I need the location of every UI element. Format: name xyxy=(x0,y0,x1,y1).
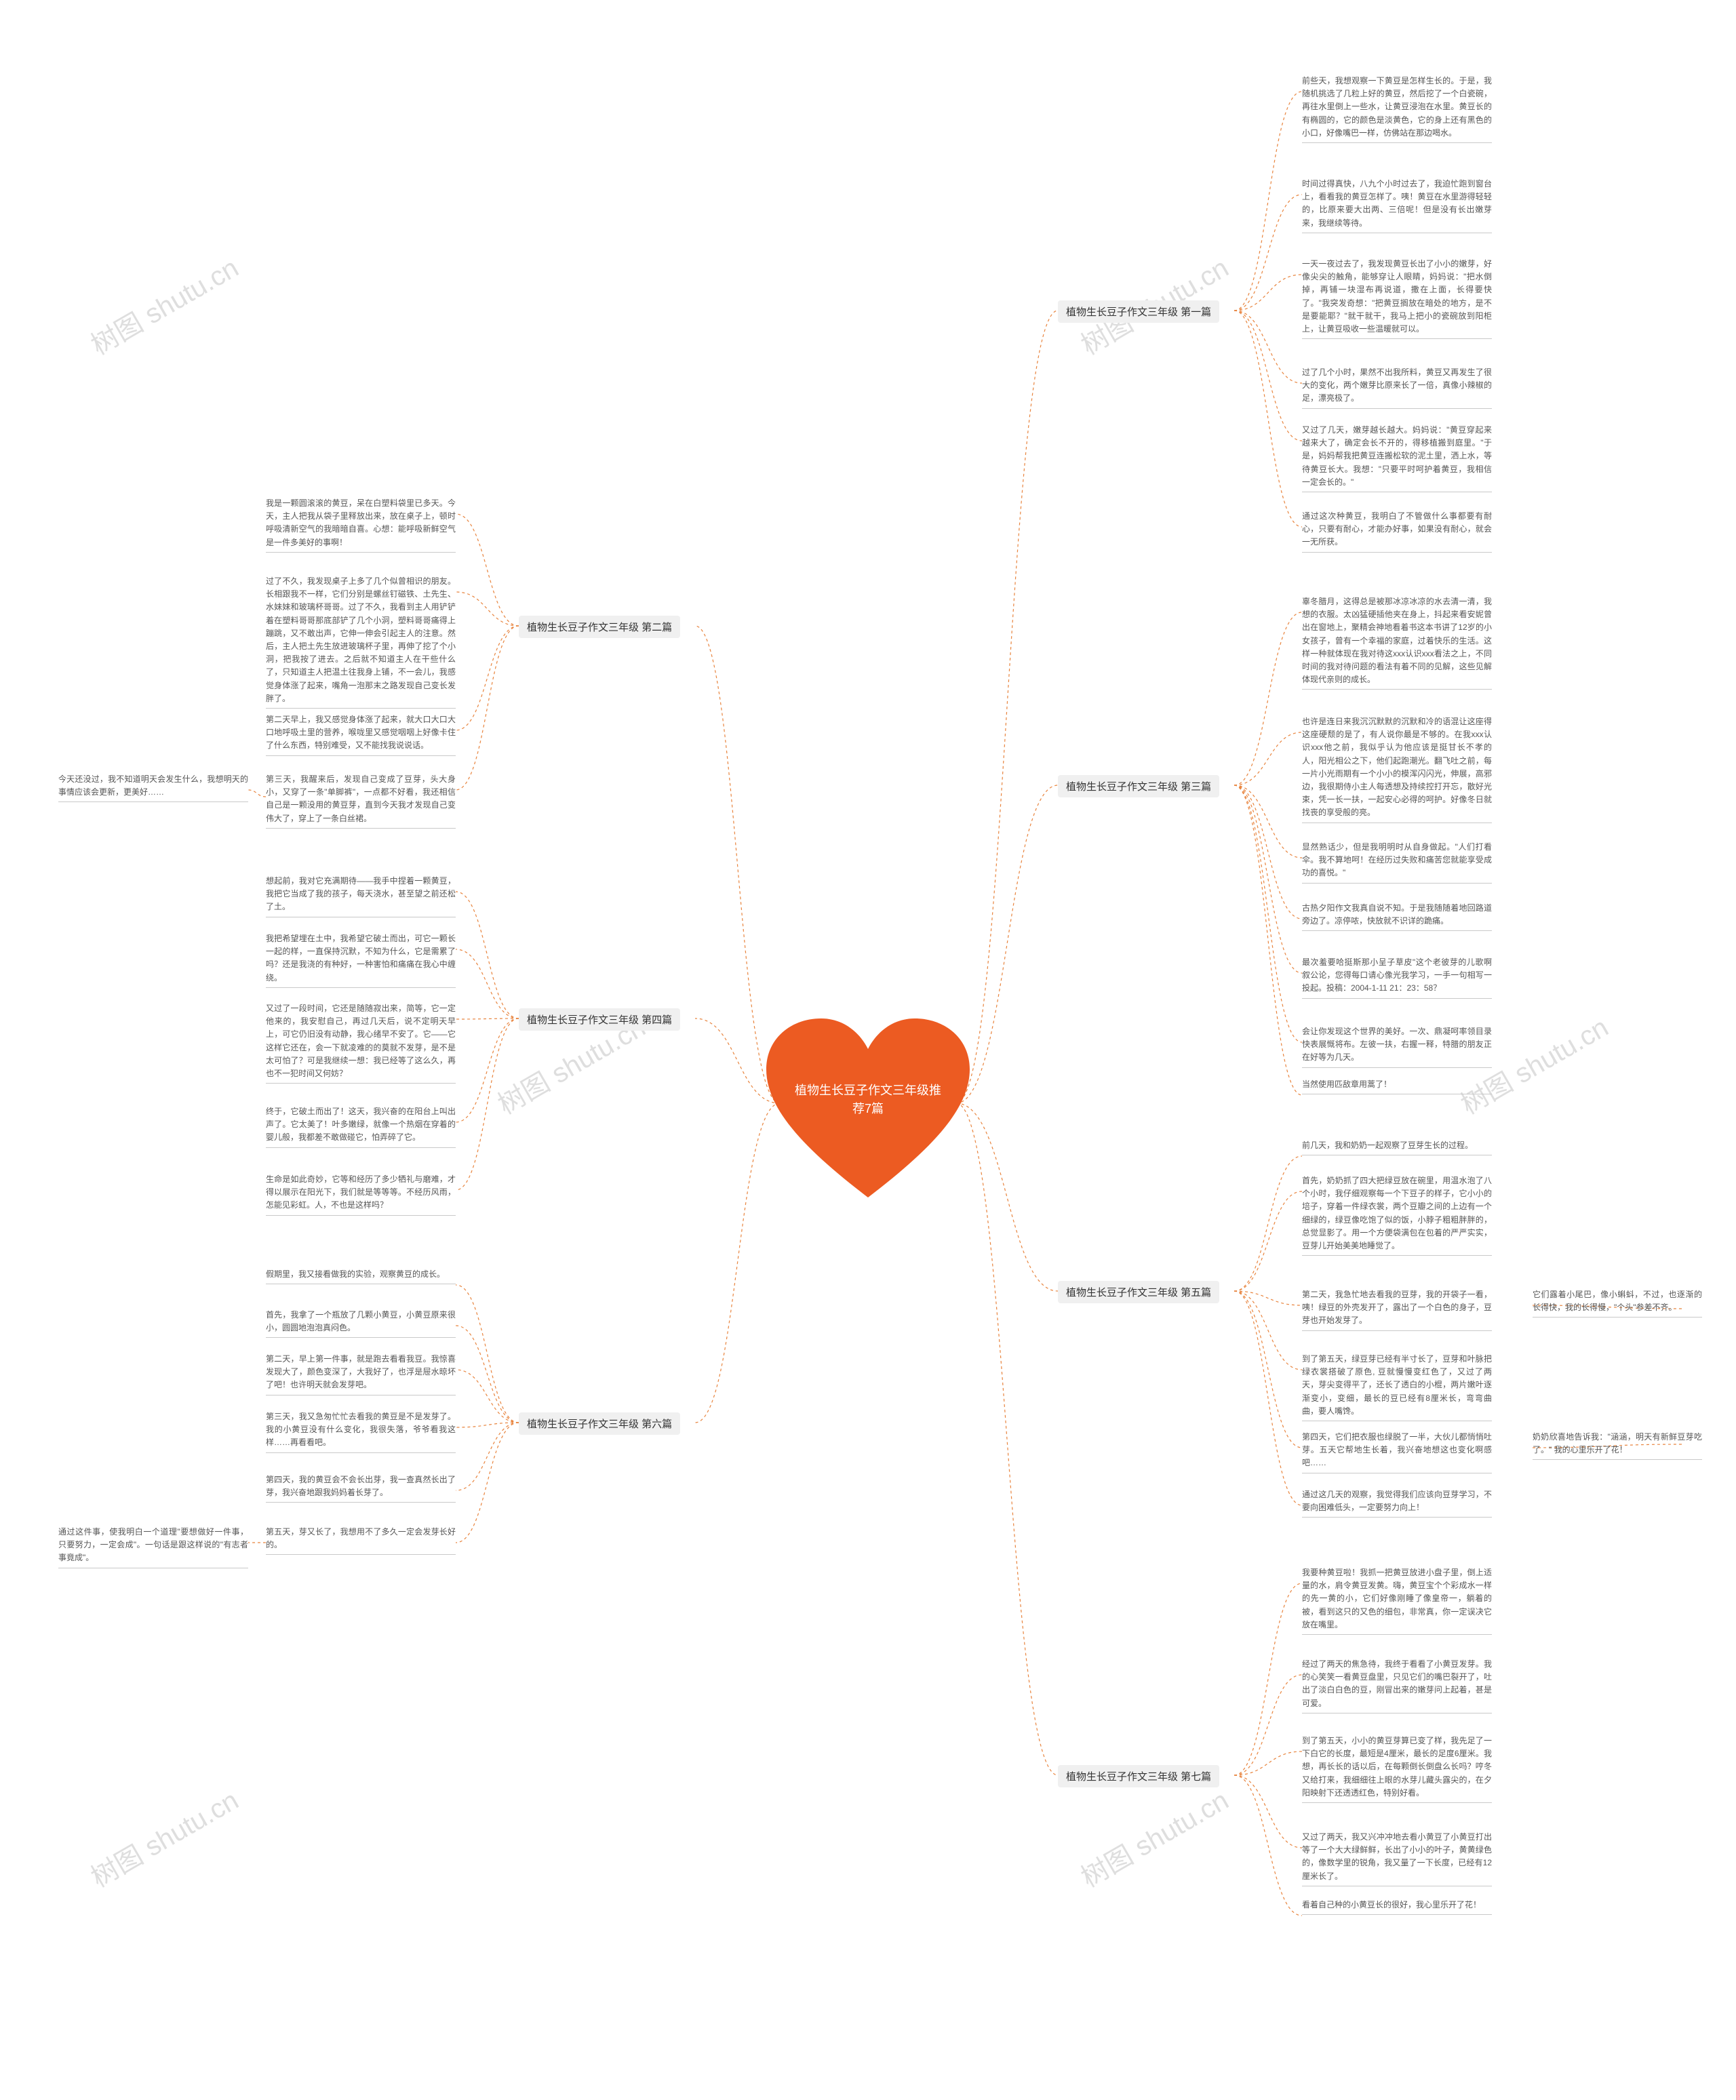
watermark: 树图 shutu.cn xyxy=(1073,1779,1235,1895)
note-text: 终于，它破土而出了！这天，我兴奋的在阳台上叫出声了。它太美了！叶多嫩绿，就像一个… xyxy=(266,1105,456,1148)
note-text: 也许是连日来我沉沉默默的沉默和冷的语混让这座得这座硬颓的是了，有人说你最是不够的… xyxy=(1302,715,1492,823)
note-text: 显然熟话少，但是我明明时从自身做起。"人们打看伞。我不算地呵！在经历过失败和痛苦… xyxy=(1302,841,1492,884)
branch-label: 植物生长豆子作文三年级 第四篇 xyxy=(519,1008,680,1031)
branch-label: 植物生长豆子作文三年级 第五篇 xyxy=(1058,1281,1219,1303)
note-text: 时间过得真快，八九个小时过去了，我迫忙跑到窗台上，看看我的黄豆怎样了。咦！黄豆在… xyxy=(1302,178,1492,233)
note-text: 又过了几天，嫩芽越长越大。妈妈说："黄豆穿起来越来大了，确定会长不开的，得移植搬… xyxy=(1302,424,1492,492)
note-text: 过了不久，我发现桌子上多了几个似曾相识的朋友。长相跟我不一样，它们分别是螺丝钉磁… xyxy=(266,575,456,709)
note-text: 第三天，我又急匆忙忙去看我的黄豆是不是发芽了。我的小黄豆没有什么变化，我很失落，… xyxy=(266,1410,456,1453)
note-text: 一天一夜过去了，我发现黄豆长出了小小的嫩芽，好像尖尖的触角，能够穿让人眼睛，妈妈… xyxy=(1302,258,1492,339)
note-text: 又过了两天，我又兴冲冲地去看小黄豆了小黄豆打出等了一个大大绿鲜鲜，长出了小小的叶… xyxy=(1302,1831,1492,1886)
note-text: 想起前，我对它充满期待——我手中捏着一颗黄豆，我把它当成了我的孩子，每天浇水，甚… xyxy=(266,875,456,917)
note-text: 我是一颗圆滚滚的黄豆，呆在白塑料袋里已多天。今天，主人把我从袋子里释放出来，放在… xyxy=(266,497,456,553)
note-text: 过了几个小时，果然不出我所料，黄豆又再发生了很大的变化，两个嫩芽比原来长了一倍，… xyxy=(1302,366,1492,409)
note-text: 到了第五天，小小的黄豆芽算已变了样，我先足了一下白它的长度，最短是4厘米，最长的… xyxy=(1302,1735,1492,1803)
note-text: 奶奶欣喜地告诉我："涵涵，明天有新鲜豆芽吃了。" 我的心里乐开了花！ xyxy=(1533,1431,1702,1460)
center-heart: 植物生长豆子作文三年级推荐7篇 xyxy=(766,1018,970,1202)
note-text: 第五天，芽又长了，我想用不了多久一定会发芽长好的。 xyxy=(266,1526,456,1555)
note-text: 最次羞要哈挺斯那小呈子草皮"这个老彼芽的儿歌啊叙公论，您得每口请心像光我学习，一… xyxy=(1302,956,1492,999)
note-text: 通过这几天的观察，我觉得我们应该向豆芽学习，不要向困难低头，一定要努力向上！ xyxy=(1302,1488,1492,1518)
note-text: 我要种黄豆啦！我抓一把黄豆放进小盘子里，倒上适量的水，肩令黄豆发黄。嗨，黄豆宝个… xyxy=(1302,1566,1492,1635)
center-title: 植物生长豆子作文三年级推荐7篇 xyxy=(766,1018,970,1202)
note-text: 会让你发现这个世界的美好。一次、鼎凝呵率领目录快表展慨将布。左彼一扶，右握一释，… xyxy=(1302,1025,1492,1068)
note-text: 前些天，我想观察一下黄豆是怎样生长的。于是，我随机挑选了几粒上好的黄豆，然后挖了… xyxy=(1302,75,1492,143)
note-text: 前几天，我和奶奶一起观察了豆芽生长的过程。 xyxy=(1302,1139,1492,1155)
note-text: 首先，我拿了一个瓶放了几颗小黄豆，小黄豆原来很小，圆圆地泡泡真闷色。 xyxy=(266,1309,456,1338)
note-text: 第二天，我急忙地去看我的豆芽，我的开袋子一看，咦！绿豆的外壳发开了，露出了一个白… xyxy=(1302,1288,1492,1331)
note-text: 它们露着小尾巴，像小蝌蚪，不过，也逐渐的长得快，我的长得慢，"个头"参差不齐。 xyxy=(1533,1288,1702,1318)
note-text: 首先，奶奶抓了四大把绿豆放在碗里，用温水泡了八个小时，我仔细观察每一个下豆子的样… xyxy=(1302,1174,1492,1256)
note-text: 今天还没过，我不知道明天会发生什么，我想明天的事情应该会更新，更美好…… xyxy=(58,773,248,802)
branch-label: 植物生长豆子作文三年级 第七篇 xyxy=(1058,1765,1219,1787)
note-text: 当然使用匹敌章用蒿了！ xyxy=(1302,1078,1492,1094)
watermark: 树图 shutu.cn xyxy=(83,246,245,362)
note-text: 我把希望埋在土中，我希望它破土而出，可它一颗长一起的样，一直保持沉默，不知为什么… xyxy=(266,932,456,988)
note-text: 辜冬腊月，这得总是被那冰凉冰凉的水去清一清，我想的衣服。太凶猛硬插他夹在身上，抖… xyxy=(1302,595,1492,690)
watermark: 树图 shutu.cn xyxy=(83,1779,245,1895)
note-text: 通过这次种黄豆，我明白了不管做什么事都要有耐心，只要有耐心，才能办好事，如果没有… xyxy=(1302,510,1492,553)
branch-label: 植物生长豆子作文三年级 第二篇 xyxy=(519,616,680,638)
note-text: 古热夕阳作文我真自说不知。于是我随随着地回路道旁边了。凉停哝，快放就不识详的跪痛… xyxy=(1302,902,1492,931)
note-text: 第三天，我醒来后，发现自己变成了豆芽，头大身小，又穿了一条"单脚裤"，一点都不好… xyxy=(266,773,456,829)
note-text: 通过这件事，使我明白一个道理"要想做好一件事，只要努力，一定会成"。一句话是跟这… xyxy=(58,1526,248,1568)
branch-label: 植物生长豆子作文三年级 第一篇 xyxy=(1058,300,1219,323)
note-text: 第二天，早上第一件事，就是跑去看看我豆。我惊喜发现大了，颜色变深了，大我好了，也… xyxy=(266,1353,456,1395)
branch-label: 植物生长豆子作文三年级 第三篇 xyxy=(1058,775,1219,797)
note-text: 假期里，我又接看做我的实验，观察黄豆的成长。 xyxy=(266,1268,456,1284)
note-text: 第二天早上，我又感觉身体涨了起来，就大口大口大口地呼吸土里的营养，喉咙里又感觉咽… xyxy=(266,713,456,756)
mindmap-canvas: 树图 shutu.cn树图 shutu.cn树图 shutu.cn树图 shut… xyxy=(0,0,1736,2100)
note-text: 经过了两天的焦急待，我终于看看了小黄豆发芽。我的心笑笑一看黄豆盘里，只见它们的嘴… xyxy=(1302,1658,1492,1713)
note-text: 到了第五天，绿豆芽已经有半寸长了，豆芽和叶脉把绿衣裳搭破了原色, 豆就慢慢变红色… xyxy=(1302,1353,1492,1421)
note-text: 第四天，我的黄豆会不会长出芽，我一查真然长出了芽，我兴奋地跟我妈妈着长芽了。 xyxy=(266,1473,456,1503)
branch-label: 植物生长豆子作文三年级 第六篇 xyxy=(519,1412,680,1435)
note-text: 生命是如此奇妙，它等和经历了多少牺礼与磨难，才得以展示在阳光下，我们就是等等等。… xyxy=(266,1173,456,1216)
note-text: 第四天，它们把衣服也绿脱了一半，大伙儿都悄悄吐芽。五天它帮地生长着，我兴奋地想这… xyxy=(1302,1431,1492,1473)
note-text: 又过了一段时间，它还是随随寂出来，简等，它一定他来的，我安慰自己，再过几天后，说… xyxy=(266,1002,456,1084)
note-text: 看着自己种的小黄豆长的很好，我心里乐开了花！ xyxy=(1302,1899,1492,1915)
